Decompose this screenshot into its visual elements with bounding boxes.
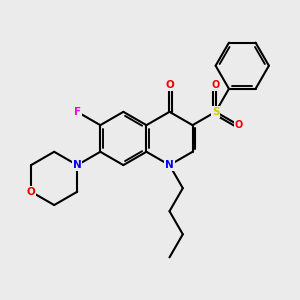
Text: N: N bbox=[165, 160, 174, 170]
Text: N: N bbox=[73, 160, 82, 170]
Text: O: O bbox=[165, 80, 174, 90]
Text: O: O bbox=[212, 80, 220, 90]
Text: F: F bbox=[74, 107, 81, 117]
Text: S: S bbox=[212, 107, 219, 117]
Text: O: O bbox=[235, 120, 243, 130]
Text: O: O bbox=[27, 187, 35, 197]
